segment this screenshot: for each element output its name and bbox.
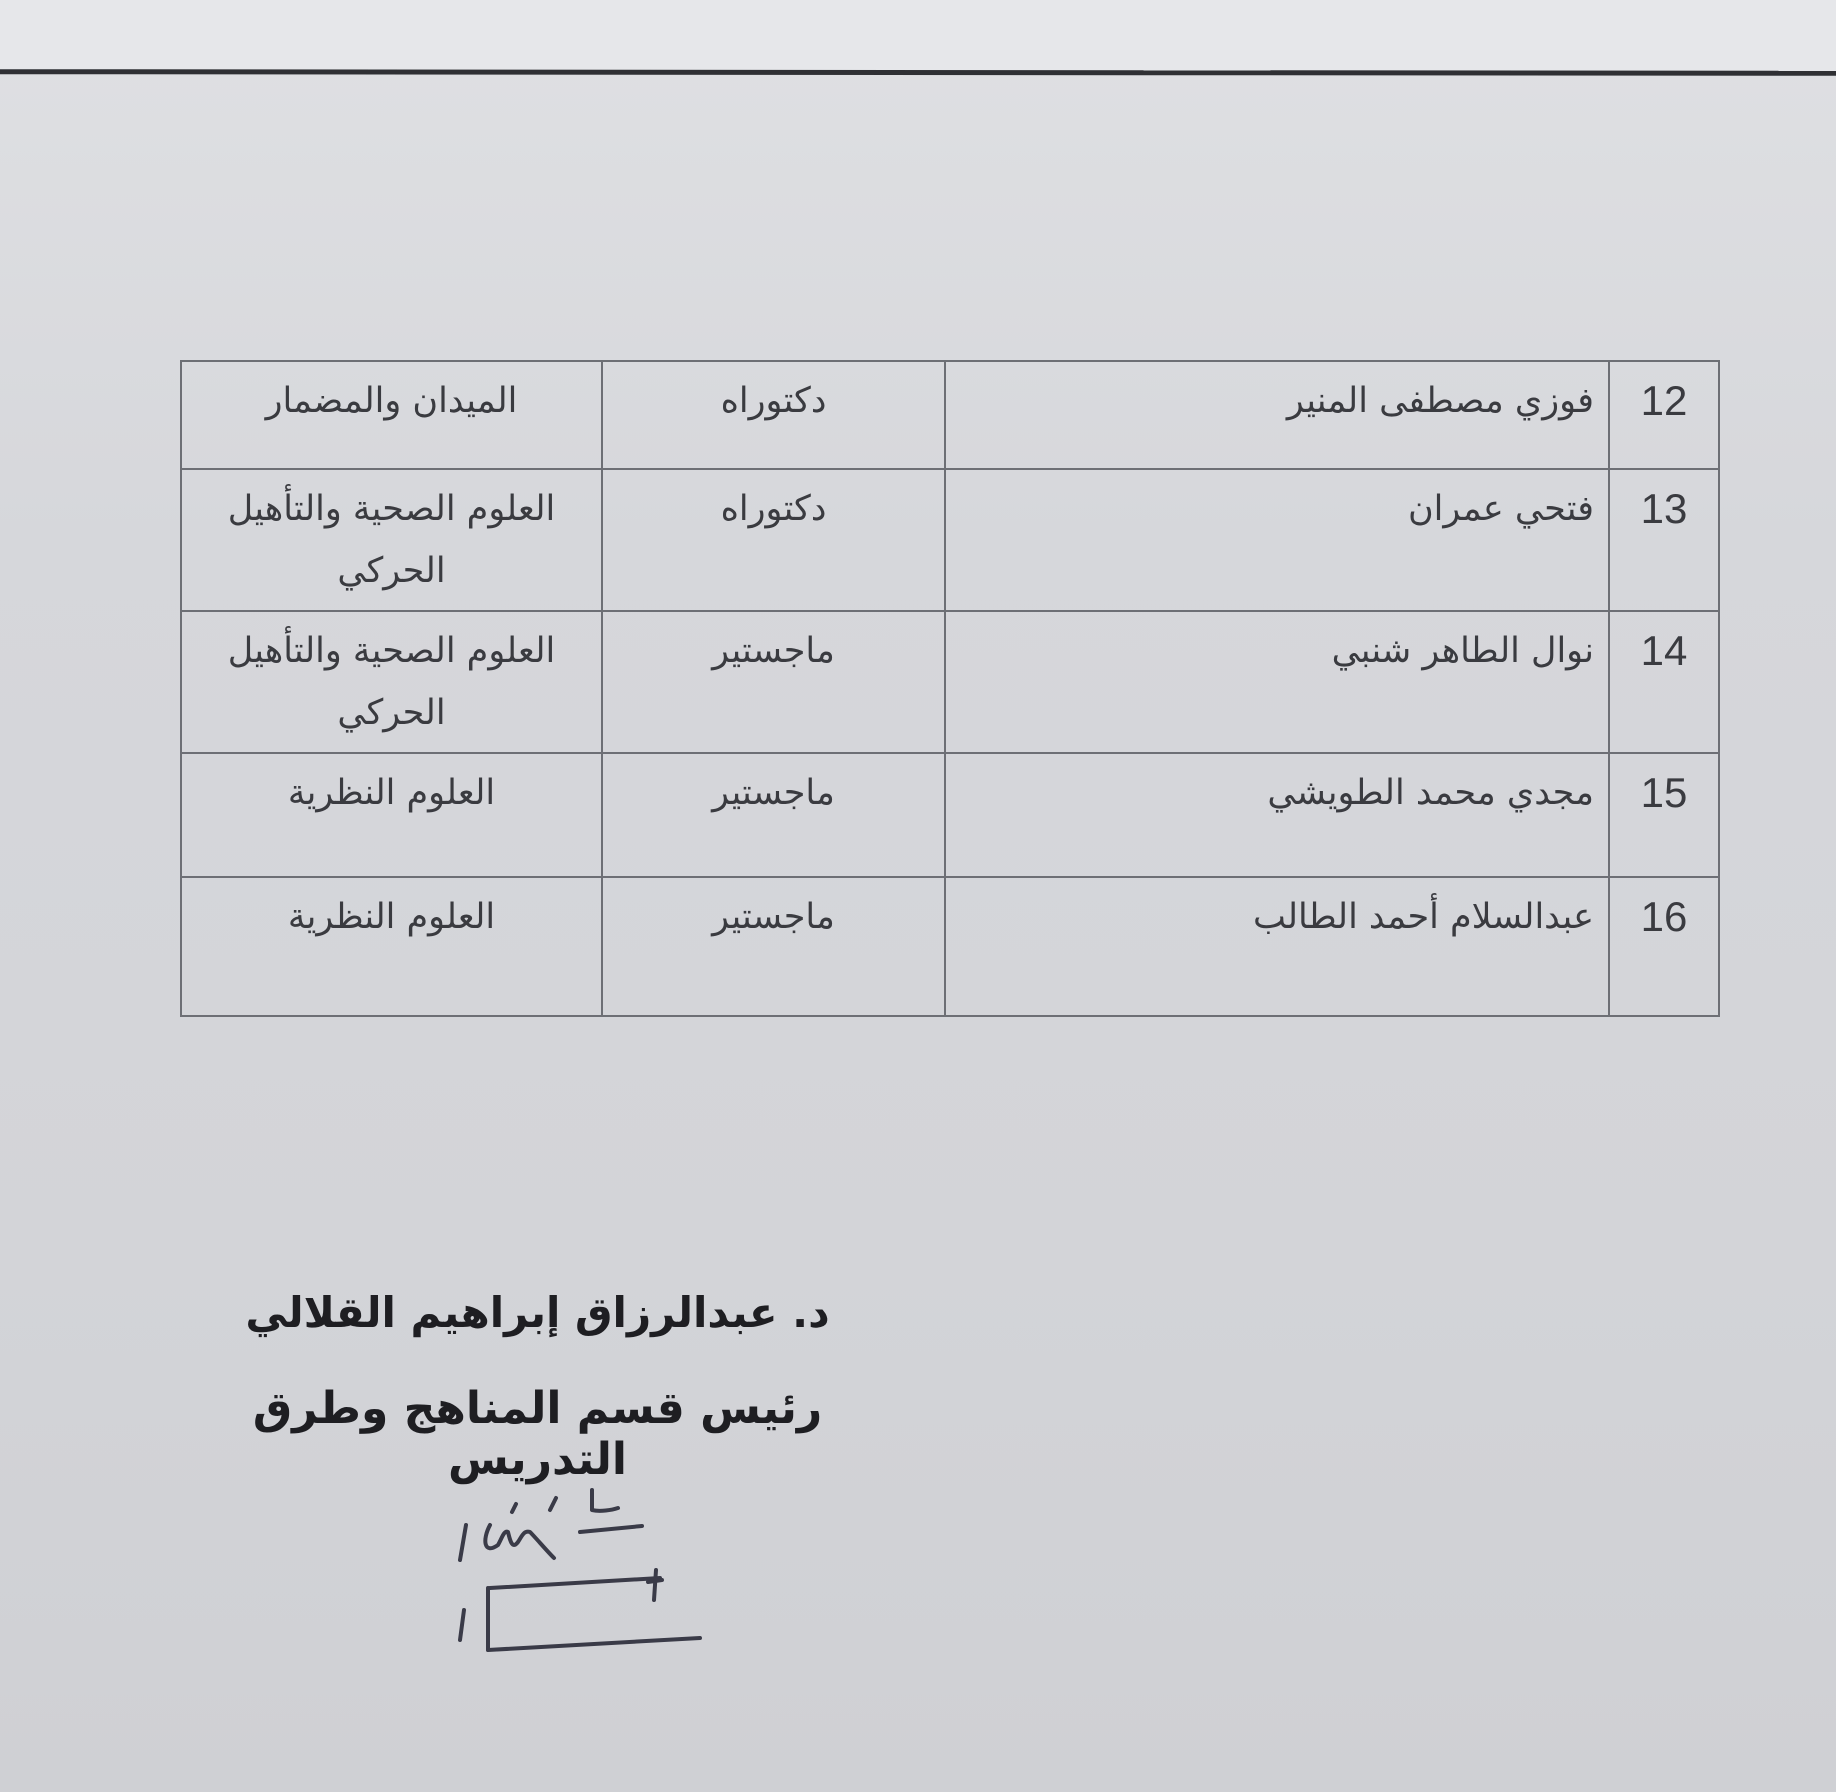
row-number: 15 — [1608, 752, 1720, 878]
staff-degree: ماجستير — [601, 610, 946, 754]
staff-name: عبدالسلام أحمد الطالب — [944, 876, 1610, 1017]
row-number: 13 — [1608, 468, 1720, 612]
staff-name: فتحي عمران — [944, 468, 1610, 612]
staff-department: العلوم النظرية — [180, 752, 603, 878]
table-row: 13 فتحي عمران دكتوراه العلوم الصحية والت… — [180, 468, 1720, 612]
table-row: 12 فوزي مصطفى المنير دكتوراه الميدان وال… — [180, 360, 1720, 470]
row-number: 16 — [1608, 876, 1720, 1017]
staff-department: الميدان والمضمار — [180, 360, 603, 470]
staff-name: نوال الطاهر شنبي — [944, 610, 1610, 754]
table-row: 16 عبدالسلام أحمد الطالب ماجستير العلوم … — [180, 876, 1720, 1017]
staff-degree: دكتوراه — [601, 468, 946, 612]
page-top-edge — [0, 0, 1836, 74]
staff-department: العلوم الصحية والتأهيل الحركي — [180, 610, 603, 754]
row-number: 14 — [1608, 610, 1720, 754]
staff-degree: دكتوراه — [601, 360, 946, 470]
staff-name: مجدي محمد الطويشي — [944, 752, 1610, 878]
header-rule — [0, 69, 1836, 76]
handwritten-signature — [458, 1488, 702, 1652]
table-row: 15 مجدي محمد الطويشي ماجستير العلوم النظ… — [180, 752, 1720, 878]
table-row: 14 نوال الطاهر شنبي ماجستير العلوم الصحي… — [180, 610, 1720, 754]
staff-degree: ماجستير — [601, 876, 946, 1017]
staff-name: فوزي مصطفى المنير — [944, 360, 1610, 470]
staff-table: 12 فوزي مصطفى المنير دكتوراه الميدان وال… — [180, 360, 1720, 1017]
staff-department: العلوم الصحية والتأهيل الحركي — [180, 468, 603, 612]
staff-department: العلوم النظرية — [180, 876, 603, 1017]
signatory-name: د. عبدالرزاق إبراهيم القلالي — [245, 1288, 830, 1337]
signatory-title: رئيس قسم المناهج وطرق التدريس — [252, 1383, 823, 1485]
staff-degree: ماجستير — [601, 752, 946, 878]
row-number: 12 — [1608, 360, 1720, 470]
